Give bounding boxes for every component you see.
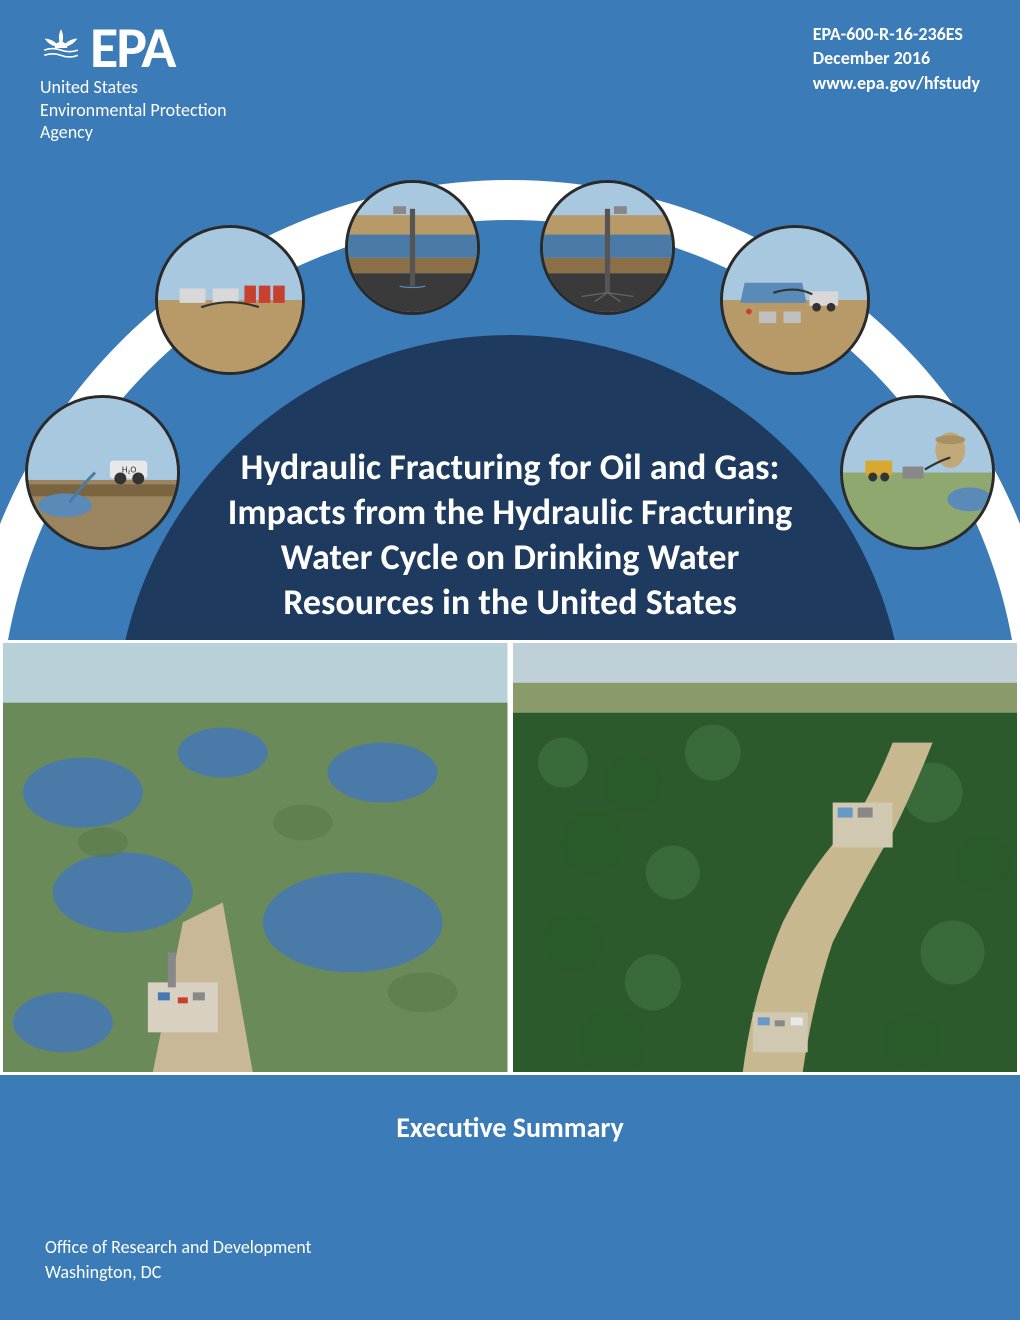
section-label: Executive Summary [396, 1110, 623, 1145]
bottom-bar: Executive Summary Office of Research and… [0, 1075, 1020, 1320]
aerial-photo-forest [513, 643, 1018, 1072]
report-title: Hydraulic Fracturing for Oil and Gas: Im… [130, 445, 890, 625]
document-info: EPA-600-R-16-236ES December 2016 www.epa… [813, 22, 980, 95]
doc-date: December 2016 [813, 46, 980, 70]
upper-cover-section: EPA United States Environmental Protecti… [0, 0, 1020, 640]
cycle-icon-chemical-mixing [155, 225, 305, 375]
aerial-photo-prairie [3, 643, 508, 1072]
doc-id: EPA-600-R-16-236ES [813, 22, 980, 46]
cycle-icon-flowback-water [720, 225, 870, 375]
footer-location: Washington, DC [45, 1260, 312, 1285]
cycle-icon-well-injection-a [345, 180, 480, 315]
footer-attribution: Office of Research and Development Washi… [45, 1235, 312, 1285]
epa-flower-icon [40, 27, 82, 69]
epa-logo: EPA United States Environmental Protecti… [40, 22, 227, 144]
lower-cover-section: Executive Summary Office of Research and… [0, 640, 1020, 1320]
header-bar: EPA United States Environmental Protecti… [0, 22, 1020, 144]
doc-url: www.epa.gov/hfstudy [813, 71, 980, 95]
aerial-photos [0, 640, 1020, 1075]
epa-acronym: EPA [90, 22, 174, 74]
epa-full-name: United States Environmental Protection A… [40, 76, 227, 144]
footer-office: Office of Research and Development [45, 1235, 312, 1260]
cycle-icon-well-injection-b [540, 180, 675, 315]
